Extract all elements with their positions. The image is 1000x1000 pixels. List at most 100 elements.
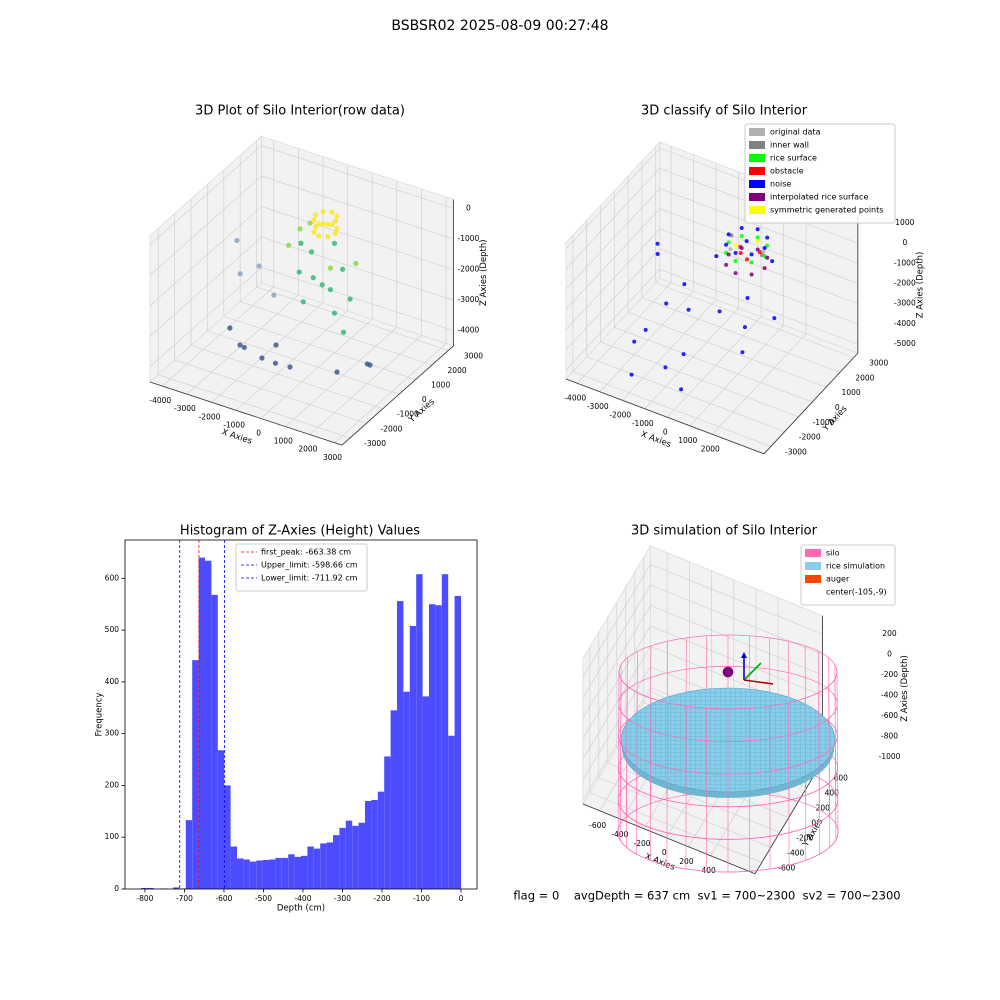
point bbox=[726, 252, 731, 257]
grid-line bbox=[235, 164, 348, 411]
bar bbox=[377, 791, 385, 889]
legend-swatch bbox=[749, 167, 765, 175]
point bbox=[272, 360, 279, 366]
bar bbox=[237, 858, 244, 889]
y-axis-label: Frequency bbox=[95, 693, 105, 737]
x-tick-label: -4000 bbox=[149, 396, 171, 405]
bar bbox=[358, 822, 365, 889]
y-tick-label: -3000 bbox=[364, 439, 386, 448]
bar bbox=[333, 835, 340, 889]
silo-strut bbox=[836, 671, 839, 833]
grid-line bbox=[627, 176, 827, 388]
bar bbox=[371, 799, 378, 889]
z-tick-label: 0 bbox=[887, 650, 892, 659]
point bbox=[761, 249, 766, 254]
point bbox=[762, 245, 767, 250]
silo-strut bbox=[619, 679, 622, 840]
point bbox=[334, 225, 340, 231]
point bbox=[329, 209, 335, 215]
x-tick-label: 3000 bbox=[323, 453, 342, 462]
bar bbox=[409, 625, 417, 889]
z-tick-label: 0 bbox=[466, 204, 471, 213]
grid-line bbox=[589, 647, 762, 863]
bar bbox=[217, 750, 225, 889]
grid-line bbox=[186, 148, 299, 395]
grid-line bbox=[149, 206, 454, 307]
y-tick-label: 600 bbox=[105, 573, 120, 582]
z-tick-label: -5000 bbox=[894, 339, 916, 348]
x-tick-label: -4000 bbox=[564, 393, 586, 402]
silo-strut bbox=[818, 692, 820, 855]
grid-line bbox=[190, 199, 384, 410]
legend-swatch bbox=[749, 193, 765, 201]
x-axis-label: X Axies bbox=[643, 852, 676, 873]
auger-axis bbox=[743, 679, 774, 685]
point bbox=[749, 252, 754, 257]
point bbox=[234, 237, 240, 244]
z-tick-label: -4000 bbox=[894, 319, 916, 328]
legend-swatch bbox=[749, 206, 765, 214]
z-tick-label: -1000 bbox=[894, 258, 916, 267]
x-tick-label: -800 bbox=[136, 894, 153, 903]
y-tick-label: 400 bbox=[825, 789, 840, 798]
point bbox=[629, 372, 634, 377]
point bbox=[227, 325, 233, 331]
y-tick-label: 500 bbox=[105, 625, 120, 634]
point bbox=[332, 218, 338, 224]
silo-strut bbox=[636, 692, 638, 855]
z-tick-label: -3000 bbox=[458, 295, 480, 304]
silo-ring-front bbox=[617, 799, 839, 840]
z-tick-label: -400 bbox=[881, 691, 898, 700]
point bbox=[353, 260, 359, 267]
point bbox=[765, 255, 770, 260]
grid-line bbox=[223, 169, 416, 380]
bar bbox=[141, 887, 148, 889]
point bbox=[298, 240, 304, 246]
grid-line bbox=[565, 268, 858, 371]
point bbox=[340, 266, 346, 272]
point bbox=[325, 221, 331, 228]
legend-swatch bbox=[749, 154, 765, 162]
point bbox=[320, 221, 326, 227]
point bbox=[311, 229, 317, 235]
bar bbox=[416, 574, 423, 889]
bar bbox=[185, 820, 193, 889]
point bbox=[724, 262, 729, 267]
legend-swatch bbox=[805, 575, 821, 583]
x-tick-label: 200 bbox=[679, 857, 694, 866]
legend-swatch bbox=[749, 141, 765, 149]
grid-line bbox=[565, 248, 858, 350]
legend-label: original data bbox=[770, 128, 821, 137]
point bbox=[364, 361, 370, 367]
point bbox=[329, 221, 335, 227]
point bbox=[325, 234, 331, 240]
x-axis-label: X Axies bbox=[639, 430, 672, 451]
legend-box bbox=[744, 123, 896, 224]
z-axis-label: Z Axies (Depth) bbox=[900, 655, 910, 722]
grid-line bbox=[572, 235, 772, 447]
bar bbox=[441, 574, 449, 889]
y-tick-label: 100 bbox=[105, 832, 120, 841]
z-tick-label: -800 bbox=[881, 732, 898, 741]
legend-swatch bbox=[749, 180, 765, 188]
grid-line bbox=[655, 146, 854, 358]
grid-line bbox=[667, 180, 762, 418]
silo-strut bbox=[804, 698, 807, 861]
bar bbox=[448, 735, 455, 889]
point bbox=[726, 240, 731, 245]
silo-ring-front bbox=[618, 735, 838, 775]
point bbox=[655, 252, 660, 257]
legend-box bbox=[800, 544, 896, 606]
y-tick-label: 0 bbox=[811, 819, 816, 828]
bar bbox=[403, 691, 410, 889]
point bbox=[311, 217, 317, 223]
point bbox=[714, 254, 719, 259]
chart-title: 3D simulation of Silo Interior bbox=[631, 524, 818, 539]
point bbox=[762, 266, 767, 271]
x-tick-label: 2000 bbox=[298, 445, 317, 454]
z-tick-label: -600 bbox=[881, 711, 898, 720]
point bbox=[643, 327, 648, 332]
bar bbox=[384, 756, 391, 889]
grid-line bbox=[598, 632, 771, 848]
grid-line bbox=[157, 228, 351, 439]
